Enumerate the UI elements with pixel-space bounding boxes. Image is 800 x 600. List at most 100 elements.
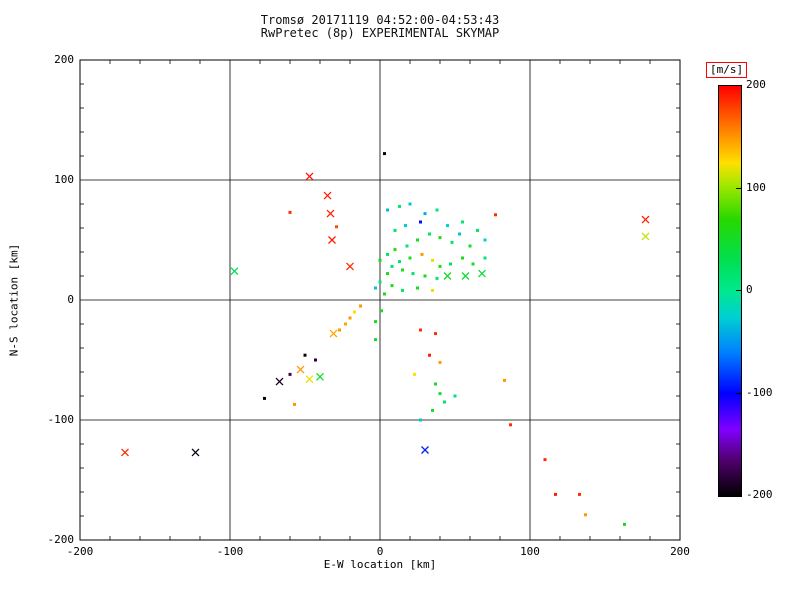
data-point-dot bbox=[554, 492, 557, 496]
data-point-dot bbox=[483, 256, 487, 260]
data-point-dot bbox=[543, 458, 547, 462]
data-point-dot bbox=[420, 252, 424, 256]
data-point-dot bbox=[431, 288, 434, 292]
data-point-dot bbox=[386, 252, 389, 256]
data-point-dot bbox=[416, 286, 419, 290]
data-point-dot bbox=[416, 238, 419, 242]
data-point-dot bbox=[438, 392, 442, 396]
data-point-dot bbox=[503, 378, 506, 382]
plot-title-line2: RwPretec (8p) EXPERIMENTAL SKYMAP bbox=[260, 26, 500, 40]
data-point-x bbox=[326, 209, 335, 218]
data-point-dot bbox=[314, 358, 317, 362]
colorbar-unit-label: [m/s] bbox=[706, 62, 748, 78]
data-point-dot bbox=[293, 402, 296, 406]
data-point-dot bbox=[419, 328, 422, 332]
data-point-x bbox=[328, 236, 336, 244]
data-point-dot bbox=[393, 248, 397, 252]
data-point-x bbox=[323, 191, 332, 200]
data-point-dot bbox=[449, 262, 452, 266]
data-point-dot bbox=[386, 208, 389, 212]
data-point-dot bbox=[383, 292, 386, 296]
data-point-dot bbox=[438, 360, 442, 364]
data-point-dot bbox=[338, 328, 341, 332]
data-point-x bbox=[461, 272, 470, 280]
data-point-dot bbox=[509, 423, 512, 427]
data-point-dot bbox=[584, 513, 587, 517]
data-point-dot bbox=[398, 204, 401, 208]
data-point-x bbox=[329, 329, 338, 338]
data-point-dot bbox=[401, 288, 404, 292]
data-point-dot bbox=[476, 228, 479, 232]
data-point-dot bbox=[288, 210, 292, 214]
data-point-dot bbox=[263, 396, 266, 400]
colorbar bbox=[718, 85, 742, 497]
data-point-dot bbox=[458, 232, 461, 236]
data-point-dot bbox=[390, 264, 394, 268]
data-point-dot bbox=[419, 418, 422, 422]
data-point-dot bbox=[405, 244, 409, 248]
data-point-dot bbox=[468, 244, 472, 248]
data-point-x bbox=[478, 269, 486, 278]
data-point-x bbox=[641, 215, 650, 224]
data-point-dot bbox=[438, 264, 442, 268]
x-axis-label: E-W location [km] bbox=[323, 558, 437, 571]
data-point-x bbox=[641, 232, 650, 241]
data-point-dot bbox=[383, 152, 386, 156]
data-point-dot bbox=[450, 240, 454, 244]
data-point-x bbox=[305, 375, 314, 384]
data-point-dot bbox=[378, 280, 382, 284]
y-axis-label: N-S location [km] bbox=[7, 243, 21, 357]
data-point-dot bbox=[434, 332, 437, 336]
data-point-dot bbox=[390, 284, 394, 288]
data-point-dot bbox=[413, 372, 416, 376]
data-point-x bbox=[191, 448, 200, 457]
data-point-dot bbox=[411, 272, 415, 276]
data-point-x bbox=[230, 267, 239, 276]
data-point-x bbox=[275, 377, 284, 386]
data-point-dot bbox=[434, 382, 437, 386]
data-point-dot bbox=[393, 228, 397, 232]
data-point-dot bbox=[453, 394, 457, 398]
data-point-dot bbox=[401, 268, 404, 272]
data-point-x bbox=[121, 448, 129, 457]
data-point-dot bbox=[623, 522, 626, 526]
data-point-dot bbox=[344, 322, 347, 326]
data-point-dot bbox=[494, 213, 497, 217]
data-point-x bbox=[316, 372, 324, 381]
data-point-dot bbox=[380, 309, 383, 313]
data-point-x bbox=[346, 262, 354, 271]
data-point-dot bbox=[428, 232, 431, 236]
data-point-dot bbox=[408, 256, 412, 260]
data-point-dot bbox=[398, 260, 401, 264]
data-point-x bbox=[421, 446, 429, 454]
plot-title: Tromsø 20171119 04:52:00-04:53:43 RwPret… bbox=[80, 14, 680, 40]
data-point-dot bbox=[483, 238, 487, 242]
data-point-dot bbox=[423, 274, 427, 278]
data-point-dot bbox=[431, 258, 434, 262]
data-point-dot bbox=[423, 212, 427, 216]
data-point-dot bbox=[378, 258, 382, 262]
data-point-dot bbox=[578, 492, 581, 496]
data-point-dot bbox=[419, 220, 422, 224]
data-point-dot bbox=[461, 256, 464, 260]
data-point-dot bbox=[374, 338, 377, 342]
data-point-dot bbox=[435, 276, 439, 280]
data-point-dot bbox=[386, 272, 389, 276]
data-point-dot bbox=[303, 353, 307, 357]
data-point-dot bbox=[408, 202, 412, 206]
data-point-dot bbox=[348, 316, 352, 320]
data-point-x bbox=[305, 172, 314, 181]
data-point-dot bbox=[431, 408, 434, 412]
data-point-dot bbox=[374, 320, 377, 324]
data-point-dot bbox=[404, 224, 407, 228]
data-point-dot bbox=[438, 236, 442, 240]
data-point-dot bbox=[359, 304, 362, 308]
data-point-dot bbox=[446, 224, 449, 228]
data-point-dot bbox=[428, 353, 431, 357]
data-point-dot bbox=[374, 286, 377, 290]
data-point-dot bbox=[288, 372, 292, 376]
plot-title-line1: Tromsø 20171119 04:52:00-04:53:43 bbox=[260, 13, 500, 27]
data-point-x bbox=[443, 272, 452, 280]
